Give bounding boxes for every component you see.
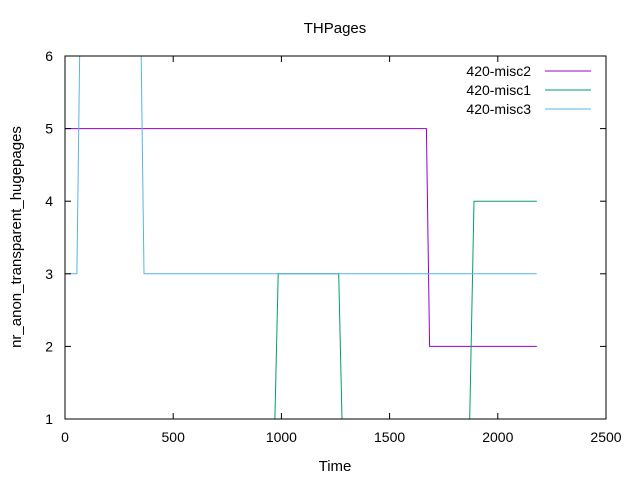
- legend-label: 420-misc2: [466, 63, 531, 79]
- series-layer: [65, 56, 537, 419]
- x-tick-label: 1000: [266, 429, 297, 445]
- x-tick-label: 2500: [590, 429, 621, 445]
- x-tick-label: 1500: [374, 429, 405, 445]
- y-tick-label: 4: [45, 193, 53, 209]
- x-tick-label: 0: [61, 429, 69, 445]
- legend: 420-misc2 420-misc1 420-misc3: [466, 63, 591, 117]
- legend-label: 420-misc3: [466, 101, 531, 117]
- series-line-420-misc3: [65, 56, 537, 275]
- plot-frame: [64, 55, 607, 420]
- y-axis-title: nr_anon_transparent_hugepages: [8, 126, 25, 348]
- y-tick-label: 5: [45, 121, 53, 137]
- chart-title: THPages: [304, 20, 367, 37]
- ticks-layer: 0 500 1000 1500 2000 2500 1 2 3 4 5 6: [45, 48, 622, 445]
- x-axis-title: Time: [319, 458, 352, 475]
- x-tick-label: 2000: [482, 429, 513, 445]
- series-line-420-misc1: [274, 200, 537, 419]
- y-tick-label: 6: [45, 48, 53, 64]
- y-tick-label: 2: [45, 338, 53, 354]
- y-tick-label: 1: [45, 411, 53, 427]
- y-tick-label: 3: [45, 266, 53, 282]
- legend-label: 420-misc1: [466, 82, 531, 98]
- series-line-420-misc2: [65, 128, 537, 347]
- x-tick-label: 500: [162, 429, 186, 445]
